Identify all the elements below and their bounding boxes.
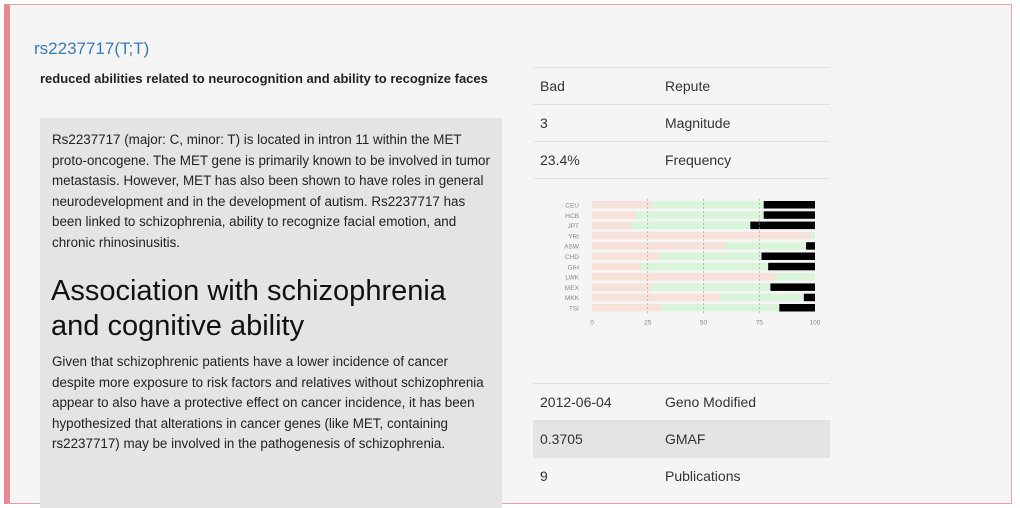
bar-mkk-s1	[721, 293, 804, 302]
property-value: 0.3705	[540, 431, 583, 447]
genotype-summary: reduced abilities related to neurocognit…	[40, 71, 488, 86]
property-label: Frequency	[665, 152, 732, 168]
category-label-asw: ASW	[564, 244, 580, 251]
property-row-publications: 9 Publications	[533, 457, 830, 494]
bar-chd-s0	[592, 252, 659, 260]
bar-lwk-s1	[774, 273, 815, 281]
population-chart-container: CEU HCB JPT YRI ASW CHD GIH LWK MEX MKK TSI 0 25 50 75…	[533, 178, 830, 381]
property-value: Bad	[540, 78, 565, 94]
bar-mkk-s2	[803, 293, 815, 302]
category-label-jpt: JPT	[567, 223, 579, 230]
description-text-2: Given that schizophrenic patients have a…	[52, 354, 484, 451]
property-label: Geno Modified	[665, 394, 757, 410]
bar-mkk-s0	[592, 293, 722, 302]
bar-chd-s1	[658, 252, 762, 260]
bar-asw-s0	[592, 242, 726, 250]
bar-lwk-s0	[592, 273, 775, 281]
property-value: 9	[540, 468, 548, 484]
property-label: Magnitude	[665, 115, 731, 131]
bar-ceu-s1	[652, 201, 764, 209]
property-row-gmaf: 0.3705 GMAF	[533, 420, 830, 457]
category-label-mkk: MKK	[565, 295, 580, 302]
description-box: Rs2237717 (major: C, minor: T) is locate…	[40, 118, 502, 508]
bar-mex-s0	[592, 283, 653, 291]
tick-label-25: 25	[644, 319, 652, 326]
bar-tsi-s0	[592, 304, 662, 312]
bar-gih-s0	[592, 262, 642, 271]
bar-ceu-s0	[592, 201, 653, 209]
section-heading: Association with schizophrenia and cogni…	[51, 275, 446, 342]
bar-jpt-s2	[750, 221, 815, 230]
bar-yri-s1	[810, 231, 815, 240]
properties-table-2: 2012-06-04 Geno Modified 0.3705 GMAF 9 P…	[533, 383, 830, 494]
property-row-magnitude: 3 Magnitude	[533, 104, 830, 141]
bar-gih-s2	[768, 262, 815, 271]
genotype-card: rs2237717(T;T) reduced abilities related…	[4, 4, 1012, 508]
category-label-tsi: TSI	[569, 306, 579, 313]
genotype-title-link[interactable]: rs2237717(T;T)	[34, 39, 150, 58]
bar-jpt-s1	[632, 221, 751, 230]
bar-tsi-s1	[661, 304, 780, 312]
description-text: Rs2237717 (major: C, minor: T) is locate…	[52, 132, 490, 250]
bar-yri-s0	[592, 231, 811, 240]
category-label-chd: CHD	[565, 254, 579, 261]
property-value: 2012-06-04	[540, 394, 612, 410]
property-value: 23.4%	[540, 152, 580, 168]
bar-mex-s1	[652, 283, 771, 291]
property-label: Repute	[665, 78, 711, 94]
bar-hcb-s1	[636, 211, 764, 219]
bar-gih-s1	[641, 262, 769, 271]
bar-hcb-s0	[592, 211, 637, 219]
property-value: 3	[540, 115, 548, 131]
bar-asw-s2	[806, 242, 815, 250]
category-label-yri: YRI	[568, 233, 579, 240]
bar-ceu-s2	[763, 201, 815, 209]
property-label: GMAF	[665, 431, 706, 447]
property-row-repute: Bad Repute	[533, 67, 830, 104]
category-label-lwk: LWK	[565, 275, 579, 282]
population-frequency-chart: CEU HCB JPT YRI ASW CHD GIH LWK MEX MKK TSI 0 25 50 75…	[564, 199, 821, 326]
tick-label-0: 0	[590, 319, 594, 326]
category-label-ceu: CEU	[565, 203, 579, 210]
category-label-hcb: HCB	[565, 213, 579, 220]
category-label-gih: GIH	[567, 264, 579, 271]
bar-asw-s1	[725, 242, 807, 250]
bar-mex-s2	[770, 283, 815, 291]
properties-table: Bad Repute 3 Magnitude 23.4% Frequency C…	[533, 67, 830, 381]
bar-chd-s2	[761, 252, 815, 260]
category-label-mex: MEX	[565, 285, 580, 292]
property-row-geno-modified: 2012-06-04 Geno Modified	[533, 383, 830, 420]
tick-label-100: 100	[810, 319, 821, 326]
tick-label-75: 75	[756, 319, 764, 326]
bar-hcb-s2	[763, 211, 815, 219]
tick-label-50: 50	[700, 319, 708, 326]
bar-jpt-s0	[592, 221, 633, 230]
property-label: Publications	[665, 468, 741, 484]
property-row-frequency: 23.4% Frequency	[533, 141, 830, 178]
bar-tsi-s2	[779, 304, 815, 312]
